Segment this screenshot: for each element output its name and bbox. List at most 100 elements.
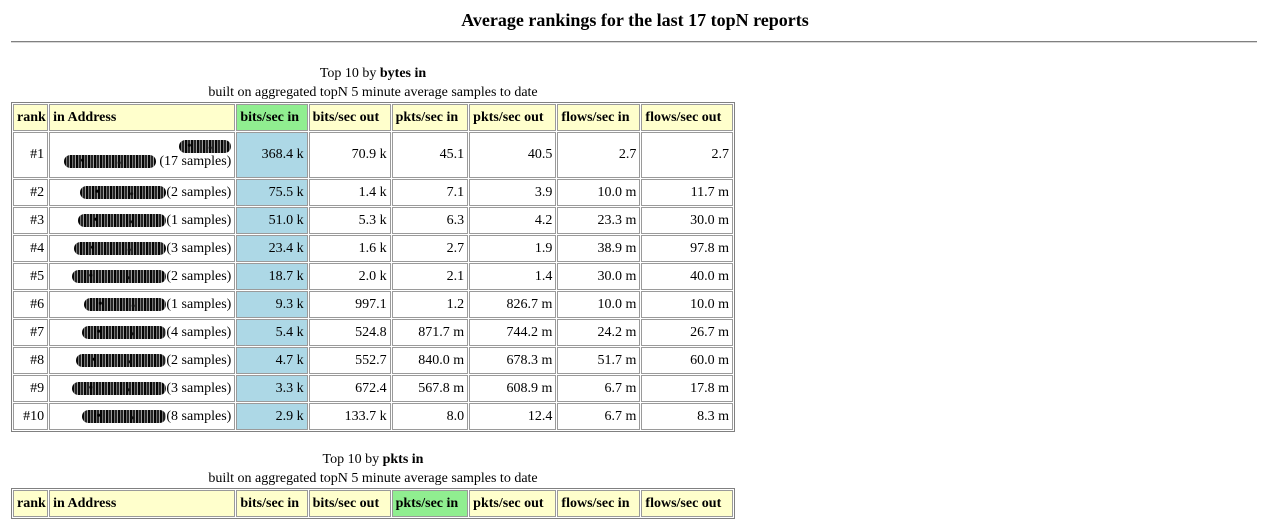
bits-in-cell: 9.3 k [236,291,308,318]
pkts-in-cell: 45.1 [391,132,469,178]
bits-in-cell: 368.4 k [236,132,308,178]
sample-count: (2 samples) [166,184,232,200]
rank-cell: #9 [13,375,49,402]
table-row: #2 (2 samples) 75.5 k 1.4 k 7.1 3.9 10.0 m 11.7… [13,179,733,206]
redacted-address-icon [82,325,167,339]
pkts-in-cell: 1.2 [391,291,469,318]
flows-in-cell: 10.0 m [557,179,641,206]
title-divider [11,41,1257,43]
report-subcaption: built on aggregated topN 5 minute averag… [208,85,538,100]
table-row: #10 (8 samples) 2.9 k 133.7 k 8.0 12.4 6.7 m 8.… [13,403,733,430]
table-row: #7 (4 samples) 5.4 k 524.8 871.7 m 744.2 m 24.… [13,319,733,346]
address-line: (17 samples) [63,153,231,171]
flows-out-cell: 8.3 m [641,403,733,430]
table-row: #5 (2 samples) 18.7 k 2.0 k 2.1 1.4 30.0 m 40.0… [13,263,733,290]
address-cell: (3 samples) [49,375,236,402]
col-header-bits-out[interactable]: bits/sec out [308,104,391,131]
ranking-table-pkts-in: rank in Address bits/sec in bits/sec out… [11,488,735,519]
pkts-in-cell: 840.0 m [391,347,469,374]
flows-in-cell: 38.9 m [557,235,641,262]
bits-out-cell: 2.0 k [308,263,391,290]
address-cell: (17 samples) [49,132,236,178]
pkts-out-cell: 3.9 [469,179,557,206]
flows-out-cell: 30.0 m [641,207,733,234]
flows-out-cell: 60.0 m [641,347,733,374]
col-header-rank[interactable]: rank [13,104,49,131]
report-top-bytes-in: Top 10 by bytes in built on aggregated t… [11,64,735,432]
col-header-flows-out[interactable]: flows/sec out [641,104,733,131]
bits-in-cell: 3.3 k [236,375,308,402]
bits-in-cell: 75.5 k [236,179,308,206]
caption-metric: bytes in [379,66,427,81]
col-header-in-address[interactable]: in Address [49,490,236,517]
caption-prefix: Top 10 by [322,452,383,467]
address-cell: (2 samples) [49,179,236,206]
flows-in-cell: 51.7 m [557,347,641,374]
bits-out-cell: 1.6 k [308,235,391,262]
bits-in-cell: 18.7 k [236,263,308,290]
report-top-pkts-in: Top 10 by pkts in built on aggregated to… [11,450,735,519]
bits-out-cell: 5.3 k [308,207,391,234]
address-cell: (2 samples) [49,347,236,374]
address-cell: (2 samples) [49,263,236,290]
flows-out-cell: 10.0 m [641,291,733,318]
caption-prefix: Top 10 by [319,66,380,81]
redacted-address-icon [72,269,167,283]
flows-out-cell: 11.7 m [641,179,733,206]
rank-cell: #5 [13,263,49,290]
flows-in-cell: 23.3 m [557,207,641,234]
col-header-flows-out[interactable]: flows/sec out [641,490,733,517]
pkts-in-cell: 2.1 [391,263,469,290]
pkts-out-cell: 12.4 [469,403,557,430]
redacted-address-icon [80,185,167,199]
pkts-out-cell: 1.9 [469,235,557,262]
flows-out-cell: 2.7 [641,132,733,178]
address-cell: (8 samples) [49,403,236,430]
pkts-out-cell: 608.9 m [469,375,557,402]
address-cell: (1 samples) [49,291,236,318]
redacted-address-icon [84,297,167,311]
rank-cell: #6 [13,291,49,318]
col-header-pkts-in[interactable]: pkts/sec in [391,490,469,517]
col-header-flows-in[interactable]: flows/sec in [557,104,641,131]
pkts-out-cell: 4.2 [469,207,557,234]
flows-in-cell: 2.7 [557,132,641,178]
table-row: #8 (2 samples) 4.7 k 552.7 840.0 m 678.3 m 51.… [13,347,733,374]
pkts-out-cell: 744.2 m [469,319,557,346]
bits-out-cell: 672.4 [308,375,391,402]
pkts-in-cell: 871.7 m [391,319,469,346]
bits-in-cell: 2.9 k [236,403,308,430]
redacted-address-icon [179,139,232,153]
redacted-address-icon [72,381,167,395]
flows-in-cell: 6.7 m [557,375,641,402]
bits-out-cell: 524.8 [308,319,391,346]
address-cell: (4 samples) [49,319,236,346]
flows-out-cell: 26.7 m [641,319,733,346]
redacted-address-icon [63,154,156,168]
col-header-pkts-out[interactable]: pkts/sec out [469,104,557,131]
col-header-pkts-out[interactable]: pkts/sec out [469,490,557,517]
col-header-bits-in[interactable]: bits/sec in [236,104,308,131]
col-header-rank[interactable]: rank [13,490,49,517]
address-cell: (3 samples) [49,235,236,262]
bits-in-cell: 4.7 k [236,347,308,374]
rank-cell: #1 [13,132,49,178]
col-header-in-address[interactable]: in Address [49,104,236,131]
col-header-flows-in[interactable]: flows/sec in [557,490,641,517]
report-caption: Top 10 by bytes in [11,64,735,84]
col-header-bits-out[interactable]: bits/sec out [308,490,391,517]
pkts-out-cell: 678.3 m [469,347,557,374]
redacted-address-icon [76,353,167,367]
rank-cell: #8 [13,347,49,374]
pkts-out-cell: 40.5 [469,132,557,178]
rank-cell: #10 [13,403,49,430]
sample-count: (3 samples) [166,380,232,396]
col-header-pkts-in[interactable]: pkts/sec in [391,104,469,131]
col-header-bits-in[interactable]: bits/sec in [236,490,308,517]
sample-count: (2 samples) [166,268,232,284]
pkts-in-cell: 567.8 m [391,375,469,402]
table-row: #1 (17 samples) 368.4 k 70.9 k 45.1 40.5 2.7 2… [13,132,733,178]
redacted-address-icon [78,213,167,227]
rank-cell: #3 [13,207,49,234]
table-row: #4 (3 samples) 23.4 k 1.6 k 2.7 1.9 38.9 m 97.8… [13,235,733,262]
